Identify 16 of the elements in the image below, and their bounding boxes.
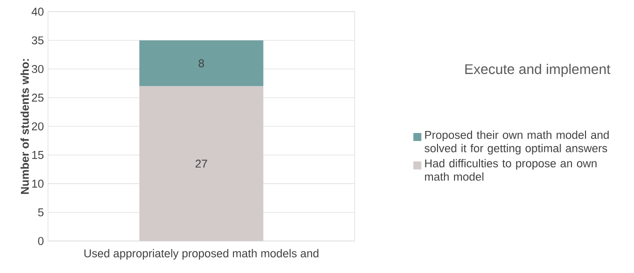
y-tick-label: 25 [32, 94, 44, 102]
data-label: 8 [198, 59, 204, 68]
y-tick-label: 0 [38, 237, 44, 246]
data-label: 27 [196, 160, 208, 168]
text: Execute and implement [465, 64, 610, 77]
y-tick-label: 5 [38, 208, 44, 216]
legend-label: Proposed their own math model and solved it for getting optimal answers [424, 130, 609, 154]
legend-label: Had difficulties to propose an own math model [425, 159, 597, 181]
y-tick-label: 40 [32, 8, 44, 16]
y-tick-label: 15 [32, 151, 44, 159]
y-tick-label: 10 [32, 180, 44, 188]
y-axis-title: Number of students who: [20, 59, 29, 194]
x-tick-label: Used appropriately proposed math models and [84, 249, 318, 260]
y-tick-label: 20 [32, 122, 44, 130]
y-tick-label: 30 [32, 65, 44, 74]
y-tick-label: 35 [32, 36, 44, 44]
